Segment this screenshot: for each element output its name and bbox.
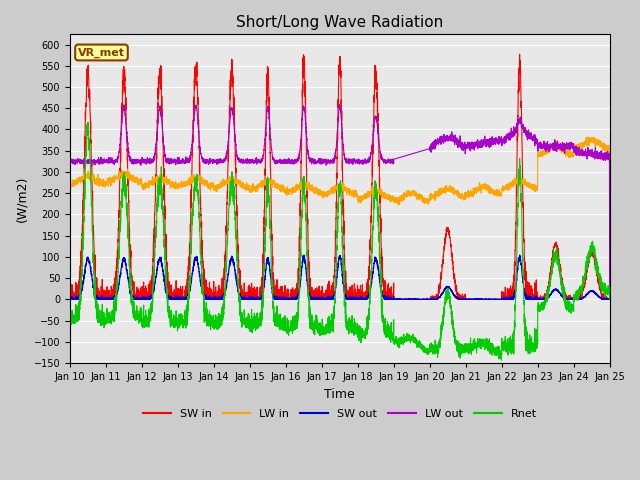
LW in <box>605 145 613 151</box>
SW out <box>319 296 327 301</box>
Rnet <box>497 357 505 363</box>
SW out <box>492 296 499 302</box>
LW out <box>606 297 614 302</box>
LW out <box>163 160 171 166</box>
X-axis label: Time: Time <box>324 388 355 401</box>
SW in <box>163 274 171 279</box>
Rnet <box>320 328 328 334</box>
Rnet <box>66 318 74 324</box>
SW in <box>431 297 438 302</box>
Rnet <box>605 290 613 296</box>
SW in <box>606 297 614 302</box>
LW out <box>66 157 74 163</box>
LW in <box>461 193 468 199</box>
LW in <box>606 297 614 302</box>
Rnet <box>163 287 171 293</box>
Rnet <box>431 349 438 355</box>
LW in <box>431 193 438 199</box>
SW out <box>606 297 614 302</box>
SW out <box>163 292 171 298</box>
Line: LW out: LW out <box>70 105 610 300</box>
Rnet <box>606 297 614 302</box>
LW in <box>66 180 74 186</box>
Rnet <box>84 120 92 125</box>
Line: SW out: SW out <box>70 255 610 300</box>
Y-axis label: (W/m2): (W/m2) <box>15 175 28 222</box>
SW in <box>492 297 499 302</box>
SW out <box>605 297 613 302</box>
Rnet <box>461 341 468 347</box>
Legend: SW in, LW in, SW out, LW out, Rnet: SW in, LW in, SW out, LW out, Rnet <box>138 405 541 423</box>
LW out <box>492 138 499 144</box>
LW in <box>163 178 171 183</box>
SW in <box>66 297 74 302</box>
SW in <box>516 51 524 57</box>
Line: SW in: SW in <box>70 54 610 300</box>
LW out <box>319 158 327 164</box>
SW in <box>461 297 468 302</box>
SW in <box>605 296 613 302</box>
SW out <box>66 297 74 302</box>
LW out <box>605 152 613 157</box>
LW in <box>584 134 592 140</box>
LW in <box>319 192 327 198</box>
Line: LW in: LW in <box>70 137 610 300</box>
SW out <box>461 297 468 302</box>
SW out <box>431 296 438 302</box>
LW in <box>492 188 499 194</box>
SW out <box>516 252 524 258</box>
Title: Short/Long Wave Radiation: Short/Long Wave Radiation <box>236 15 444 30</box>
Rnet <box>492 347 499 353</box>
LW out <box>336 102 344 108</box>
Text: VR_met: VR_met <box>78 48 125 58</box>
Line: Rnet: Rnet <box>70 122 610 360</box>
LW out <box>461 145 468 151</box>
SW in <box>319 290 327 296</box>
LW out <box>431 140 438 145</box>
